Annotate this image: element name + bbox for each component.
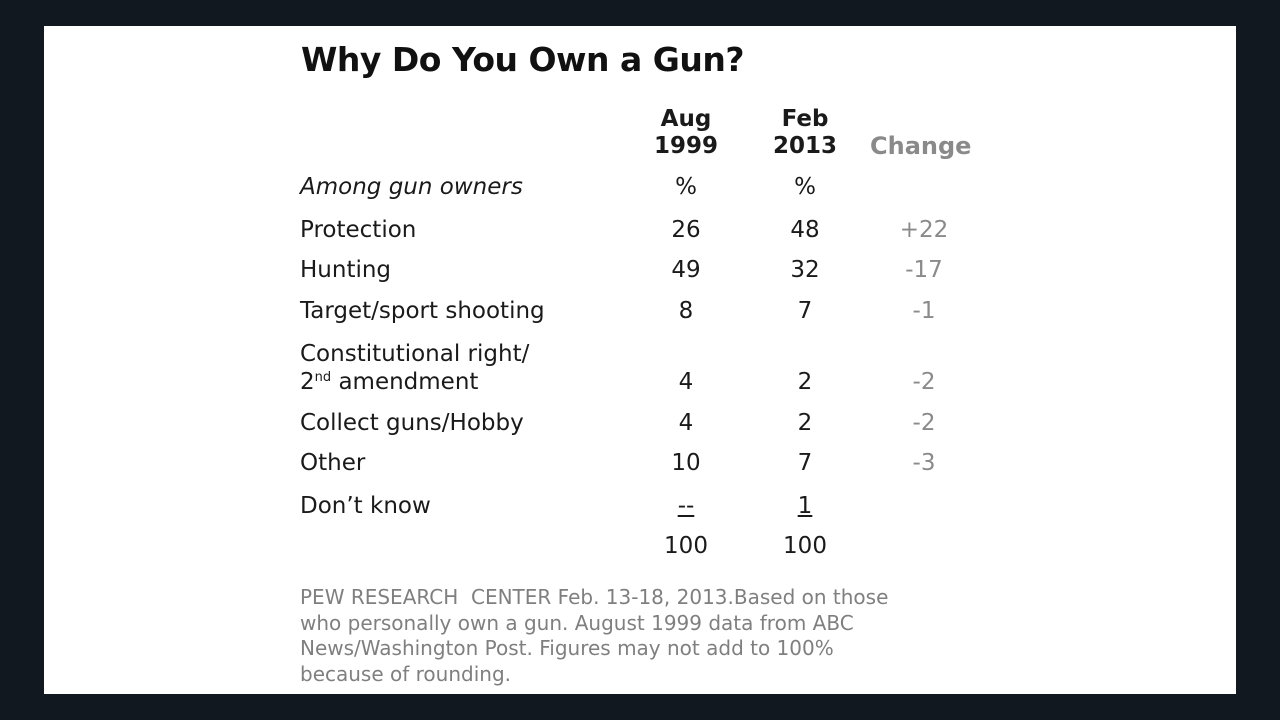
value-change: -1: [912, 298, 936, 324]
chart-panel: Why Do You Own a Gun? Aug 1999 Feb 2013 …: [44, 26, 1236, 694]
subheader-label: Among gun owners: [300, 174, 523, 200]
total-1999: 100: [664, 533, 708, 559]
value-2013: 2: [797, 410, 813, 436]
value-2013: 48: [790, 217, 820, 243]
source-note: PEW RESEARCH CENTER Feb. 13-18, 2013.Bas…: [300, 585, 1000, 687]
value-1999: 4: [678, 369, 694, 395]
value-1999: 26: [671, 217, 701, 243]
source-note-line: who personally own a gun. August 1999 da…: [300, 610, 854, 635]
row-label: Don’t know: [300, 493, 431, 519]
row-label: Protection: [300, 217, 417, 243]
source-note-line: News/Washington Post. Figures may not ad…: [300, 636, 834, 660]
value-2013: 7: [797, 450, 813, 476]
subheader-unit: %: [675, 174, 697, 200]
row-label-line2-pre: 2: [300, 369, 315, 395]
value-change: -3: [912, 450, 936, 476]
chart-title: Why Do You Own a Gun?: [301, 40, 744, 79]
value-2013: 32: [790, 257, 820, 283]
value-change: +22: [899, 217, 949, 243]
subheader-unit: %: [794, 174, 816, 200]
row-label: Collect guns/Hobby: [300, 410, 524, 436]
row-label-line2-superscript: nd: [314, 370, 332, 385]
column-header-year: 1999: [653, 133, 718, 159]
value-1999: --: [677, 493, 695, 519]
source-note-line: PEW RESEARCH CENTER Feb. 13-18, 2013.Bas…: [300, 585, 889, 609]
value-1999: 49: [671, 257, 701, 283]
value-1999: 10: [671, 450, 701, 476]
total-2013: 100: [783, 533, 827, 559]
value-change: -17: [905, 257, 943, 283]
value-change: -2: [912, 410, 936, 436]
column-header-feb-2013: Feb 2013: [762, 106, 848, 160]
value-2013: 2: [797, 369, 813, 395]
source-note-line: because of rounding.: [300, 661, 511, 686]
row-label-line2-post: amendment: [331, 369, 479, 395]
row-label-line1: Constitutional right/: [300, 341, 530, 367]
value-2013: 7: [797, 298, 813, 324]
column-header-change: Change: [870, 132, 972, 160]
value-1999: 8: [678, 298, 694, 324]
value-2013: 1: [797, 493, 813, 519]
value-1999: 4: [678, 410, 694, 436]
column-header-month: Feb: [781, 106, 829, 132]
row-label-line2: 2nd amendment: [300, 368, 478, 396]
column-header-aug-1999: Aug 1999: [644, 106, 728, 160]
value-change: -2: [912, 369, 936, 395]
column-header-month: Aug: [660, 106, 712, 132]
row-label: Hunting: [300, 257, 392, 283]
row-label: Target/sport shooting: [300, 298, 545, 324]
column-header-year: 2013: [772, 133, 837, 159]
row-label: Other: [300, 450, 366, 476]
